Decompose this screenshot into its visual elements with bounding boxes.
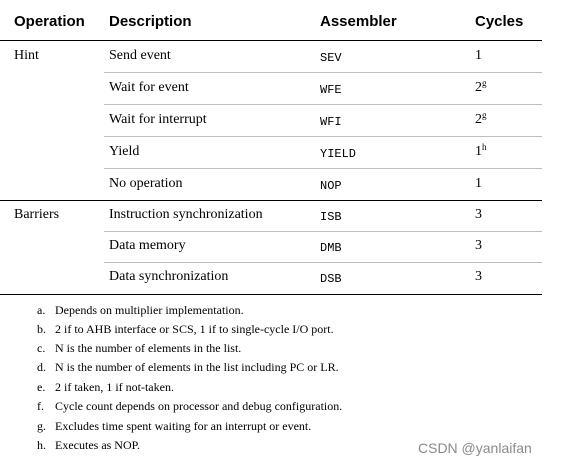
footnote: b. 2 if to AHB interface or SCS, 1 if to …	[37, 322, 334, 336]
row-cycles: 1	[475, 48, 482, 63]
row-description: Instruction synchronization	[109, 207, 263, 222]
row-assembler: WFI	[320, 115, 342, 129]
group-rule	[0, 200, 542, 201]
footnote-ref: g	[482, 110, 487, 120]
footnote: e. 2 if taken, 1 if not-taken.	[37, 380, 174, 394]
row-description: Data synchronization	[109, 269, 229, 284]
row-assembler: WFE	[320, 83, 342, 97]
footnote-ref: h	[482, 142, 487, 152]
row-assembler: ISB	[320, 210, 342, 224]
row-description: Yield	[109, 144, 140, 159]
row-description: Wait for interrupt	[109, 112, 207, 127]
row-assembler: SEV	[320, 51, 342, 65]
row-cycles: 3	[475, 207, 482, 222]
watermark: CSDN @yanlaifan	[418, 440, 532, 456]
row-description: Data memory	[109, 238, 186, 253]
row-divider	[104, 262, 542, 263]
row-description: Send event	[109, 48, 171, 63]
row-divider	[104, 136, 542, 137]
footnote: f. Cycle count depends on processor and d…	[37, 399, 343, 413]
header-assembler: Assembler	[320, 13, 397, 30]
footnote: g. Excludes time spent waiting for an int…	[37, 419, 312, 433]
row-cycles: 3	[475, 269, 482, 284]
row-divider	[104, 104, 542, 105]
footnote: a. Depends on multiplier implementation.	[37, 303, 244, 317]
footnote: h. Executes as NOP.	[37, 438, 140, 452]
group-label-hint: Hint	[14, 48, 39, 63]
row-cycles: 1	[475, 176, 482, 191]
row-assembler: NOP	[320, 179, 342, 193]
row-divider	[104, 231, 542, 232]
table-bottom-rule	[0, 294, 542, 295]
row-cycles: 1h	[475, 142, 487, 159]
group-label-barriers: Barriers	[14, 207, 60, 222]
row-cycles: 3	[475, 238, 482, 253]
row-cycles: 2g	[475, 78, 487, 95]
row-assembler: YIELD	[320, 147, 357, 161]
footnote: d. N is the number of elements in the lis…	[37, 360, 339, 374]
header-operation: Operation	[14, 13, 85, 30]
row-assembler: DMB	[320, 241, 342, 255]
row-divider	[104, 72, 542, 73]
row-assembler: DSB	[320, 272, 342, 286]
footnote-ref: g	[482, 78, 487, 88]
row-divider	[104, 168, 542, 169]
header-description: Description	[109, 13, 192, 30]
row-description: No operation	[109, 176, 183, 191]
footnote: c. N is the number of elements in the lis…	[37, 341, 242, 355]
row-cycles: 2g	[475, 110, 487, 127]
header-rule	[0, 40, 542, 41]
row-description: Wait for event	[109, 80, 189, 95]
header-cycles: Cycles	[475, 13, 524, 30]
